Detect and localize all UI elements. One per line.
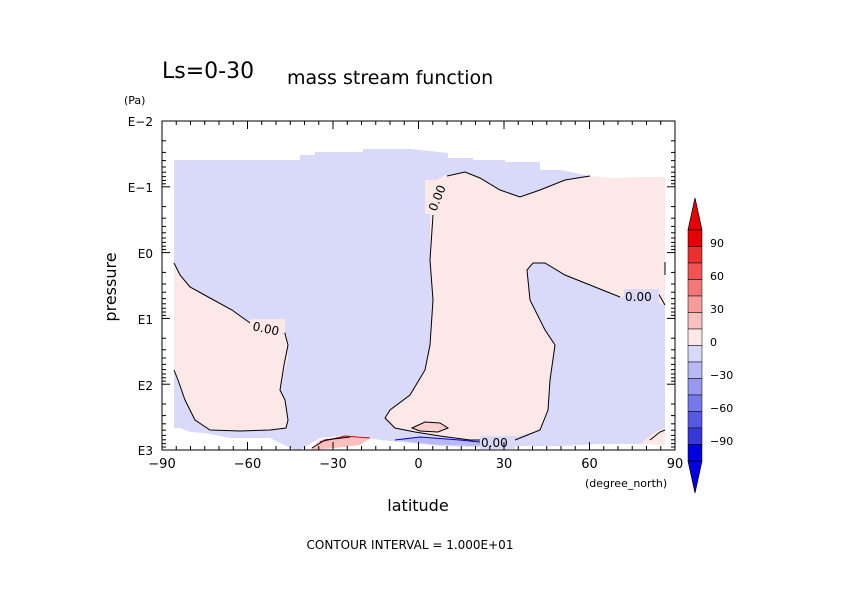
y-unit: (Pa) [124,94,145,107]
y-tick-labels: E−2 E−1 E0 E1 E2 E3 [128,115,153,458]
contour-label-bg [425,180,443,214]
colorbar-swatch [687,295,703,313]
colorbar-tick-label: 0 [710,336,717,349]
colorbar-tick-label: −60 [710,402,733,415]
colorbar-tick-label: 90 [710,237,724,250]
contour-left [173,262,251,324]
colorbar-swatch [687,378,703,396]
field-fill [174,149,665,450]
colorbar-top-arrow [687,197,703,231]
y-tick-label: E−2 [128,115,153,129]
positive-region-center [385,172,665,440]
contour-label-1: 0.00 [251,319,280,338]
colorbar [687,197,703,494]
x-tick-label: 60 [581,457,598,472]
y-tick-label: E2 [138,379,153,393]
x-tick-labels: −90 −60 −30 0 30 60 90 [148,457,683,472]
contour-label-4: 0.00 [481,436,508,450]
y-axis-label: pressure [101,252,120,321]
contour-north-top [446,171,591,198]
y-tick-label: E1 [138,313,153,327]
colorbar-swatch [687,345,703,363]
colorbar-swatch [687,394,703,412]
colorbar-tick-label: 30 [710,303,724,316]
colorbar-tick-label: −90 [710,435,733,448]
contour-center-2 [514,262,621,441]
colorbar-swatch [687,444,703,462]
colorbar-swatch [687,361,703,379]
colorbar-swatch [687,411,703,429]
y-tick-label: E−1 [128,181,153,195]
contour-north-right [657,292,666,306]
x-tick-label: −30 [319,457,346,472]
colorbar-swatch [687,427,703,445]
x-tick-label: −90 [148,457,175,472]
contour-pos-bottom-2 [311,436,351,449]
positive-region-left [174,263,288,431]
contour-labels: 0.00 0.00 0.00 0.00 [250,180,659,450]
contour-label-bg [624,289,659,303]
contour-center [384,214,480,441]
colorbar-tick-label: −30 [710,369,733,382]
x-tick-label: −60 [234,457,261,472]
colorbar-bottom-arrow [687,460,703,494]
x-axis-label: latitude [387,496,448,515]
contour-label-bg [480,436,515,449]
x-tick-label: 0 [414,457,422,472]
contour-label-bg [250,319,285,333]
colorbar-swatch [687,312,703,330]
colorbar-tick-labels: 90 60 30 0 −30 −60 −90 [710,237,733,448]
colorbar-tick-label: 60 [710,270,724,283]
x-tick-label: 90 [667,457,684,472]
negative-cell-bottom [395,437,500,446]
x-tick-label: 30 [496,457,513,472]
axis-ticks [161,120,676,451]
y-tick-label: E0 [138,247,153,261]
contours [173,171,666,449]
positive-cell-north-bottom [640,428,665,445]
contour-left-2 [173,329,289,432]
colorbar-swatch [687,279,703,297]
contour-equator-cell [410,421,450,433]
x-unit: (degree_north) [585,477,667,490]
positive-cell-equator [412,422,448,432]
chart-title-left: Ls=0-30 [162,59,254,84]
contour-label-3: 0.00 [625,290,652,304]
y-tick-label: E3 [138,444,153,458]
colorbar-swatch [687,246,703,264]
colorbar-swatch [687,328,703,346]
colorbar-swatch [687,229,703,247]
colorbar-swatch [687,262,703,280]
footer-contour-interval: CONTOUR INTERVAL = 1.000E+01 [307,538,514,552]
chart-title-right: mass stream function [287,67,493,89]
contour-north-bottom [649,429,666,441]
